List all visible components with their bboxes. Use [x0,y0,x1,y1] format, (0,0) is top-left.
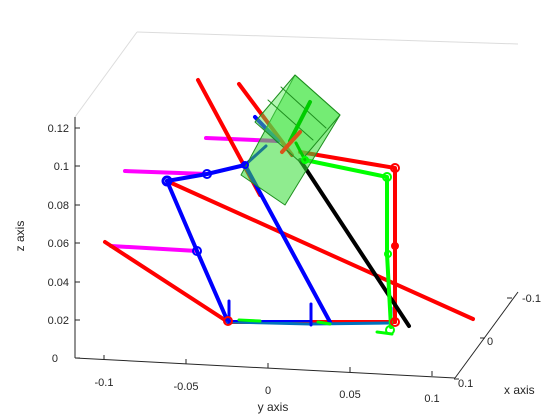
joint-marker [223,316,233,326]
joint-marker [390,317,400,327]
z-tick-label: 0.1 [54,161,69,173]
joint-marker [384,250,392,258]
x-tick-label: 0 [487,336,493,348]
magenta-rod [109,244,199,253]
plot-content [103,74,475,336]
end-effector-box-edge [280,86,327,129]
joint-marker [391,242,399,250]
y-tick-label: -0.1 [95,377,114,389]
magenta-rod [123,169,209,176]
joint-marker [202,169,212,179]
end-effector-box-edge [267,99,314,141]
z-tick-label: 0.08 [48,200,69,212]
z-tick-label: 0.04 [48,277,69,289]
x-tick-label: 0.1 [458,378,473,390]
x-axis-line [454,291,519,379]
z-tick-label: 0.06 [48,238,69,250]
red-link [298,150,397,324]
z-axis-label: z axis [13,221,27,252]
blue-link [165,179,230,324]
y-tick-label: 0.1 [424,393,439,405]
back-edge-left [74,31,138,118]
y-tick-label: 0.05 [339,389,360,401]
joint-marker [385,325,395,335]
green-link [316,320,332,326]
joint-marker [390,163,400,173]
triad-orange [280,130,302,154]
z-tick-label: 0 [52,353,58,365]
green-link [237,318,262,323]
green-link [303,158,393,329]
y-ticks [103,355,433,376]
y-axis-label: y axis [258,400,289,414]
back-edge-top [136,31,519,45]
x-ticks [454,297,512,380]
joint-marker [161,175,173,187]
joint-marker [192,246,202,256]
red-link [165,179,475,321]
y-tick-label: 0 [265,385,271,397]
triad-green [288,100,312,143]
blue-link [165,163,332,324]
z-ticks [75,127,80,359]
joint-marker [241,161,249,169]
z-tick-label: 0.02 [48,315,69,327]
x-tick-label: -0.1 [522,293,541,305]
y-tick-label: -0.05 [173,381,198,393]
z-tick-label: 0.12 [48,123,69,135]
joint-marker [382,172,392,182]
joint-marker [301,156,309,164]
x-axis-label: x axis [504,383,535,397]
y-axis-line [74,357,456,379]
